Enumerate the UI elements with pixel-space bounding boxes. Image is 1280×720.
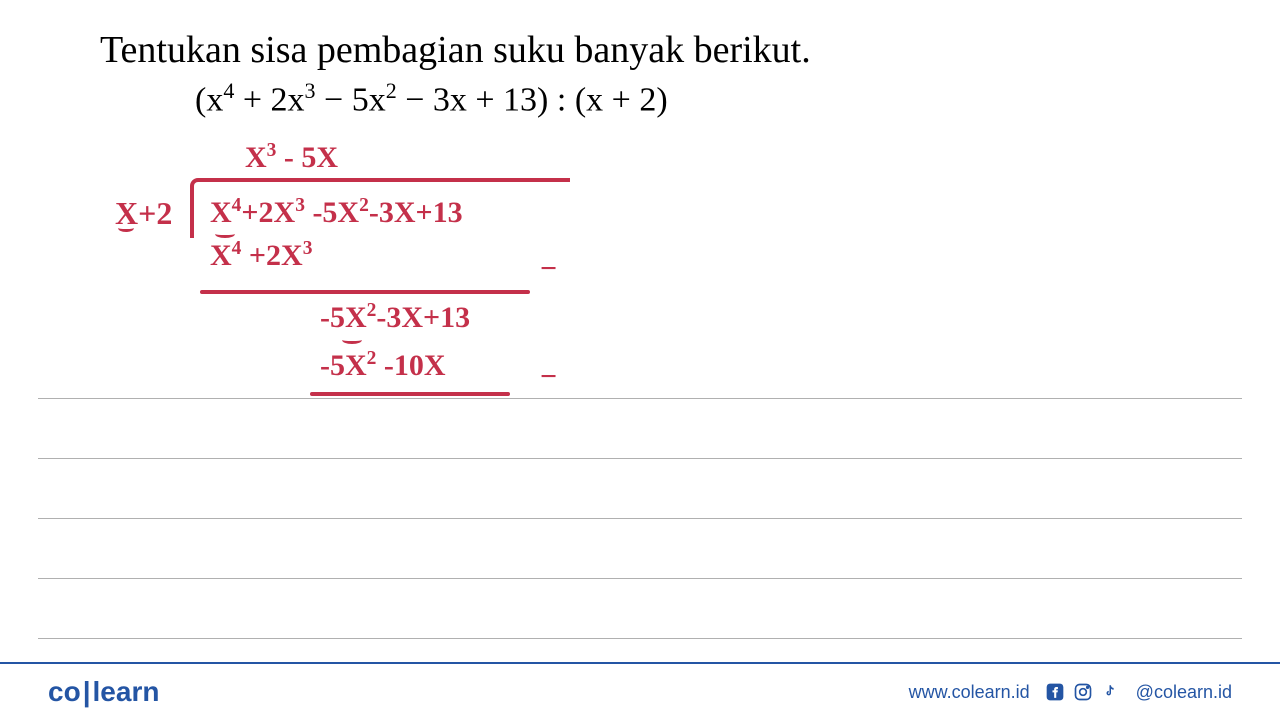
ruled-line: [38, 458, 1242, 459]
ruled-line: [38, 398, 1242, 399]
logo-part1: co: [48, 676, 81, 707]
step2-text: -5X2-3X+13: [320, 300, 470, 335]
minus-sign-1: −: [540, 252, 557, 286]
subtraction-line-2: [310, 392, 510, 396]
brand-logo: co|learn: [48, 676, 159, 708]
ruled-line: [38, 578, 1242, 579]
minus-sign-2: −: [540, 360, 557, 394]
logo-separator: |: [83, 676, 91, 707]
footer-bar: co|learn www.colearn.id @colearn.id: [0, 662, 1280, 720]
logo-part2: learn: [93, 676, 160, 707]
facebook-icon[interactable]: [1044, 681, 1066, 703]
step3-text: -5X2 -10X: [320, 348, 446, 383]
ruled-line: [38, 638, 1242, 639]
underline-arc-2: [215, 230, 235, 238]
subtraction-line-1: [200, 290, 530, 294]
social-icons: [1044, 681, 1122, 703]
step1-text: X4 +2X3: [210, 238, 312, 273]
footer-url[interactable]: www.colearn.id: [909, 682, 1030, 703]
underline-arc-3: [342, 336, 362, 344]
question-equation: (x4 + 2x3 − 5x2 − 3x + 13) : (x + 2): [195, 78, 668, 119]
underline-arc-1: [118, 224, 134, 232]
footer-handle[interactable]: @colearn.id: [1136, 682, 1232, 703]
question-prompt: Tentukan sisa pembagian suku banyak beri…: [100, 28, 811, 72]
instagram-icon[interactable]: [1072, 681, 1094, 703]
dividend-text: X4+2X3 -5X2-3X+13: [210, 195, 463, 230]
tiktok-icon[interactable]: [1100, 681, 1122, 703]
footer-right: www.colearn.id @colearn.id: [909, 681, 1232, 703]
quotient-text: X3 - 5X: [245, 140, 338, 175]
ruled-line: [38, 518, 1242, 519]
